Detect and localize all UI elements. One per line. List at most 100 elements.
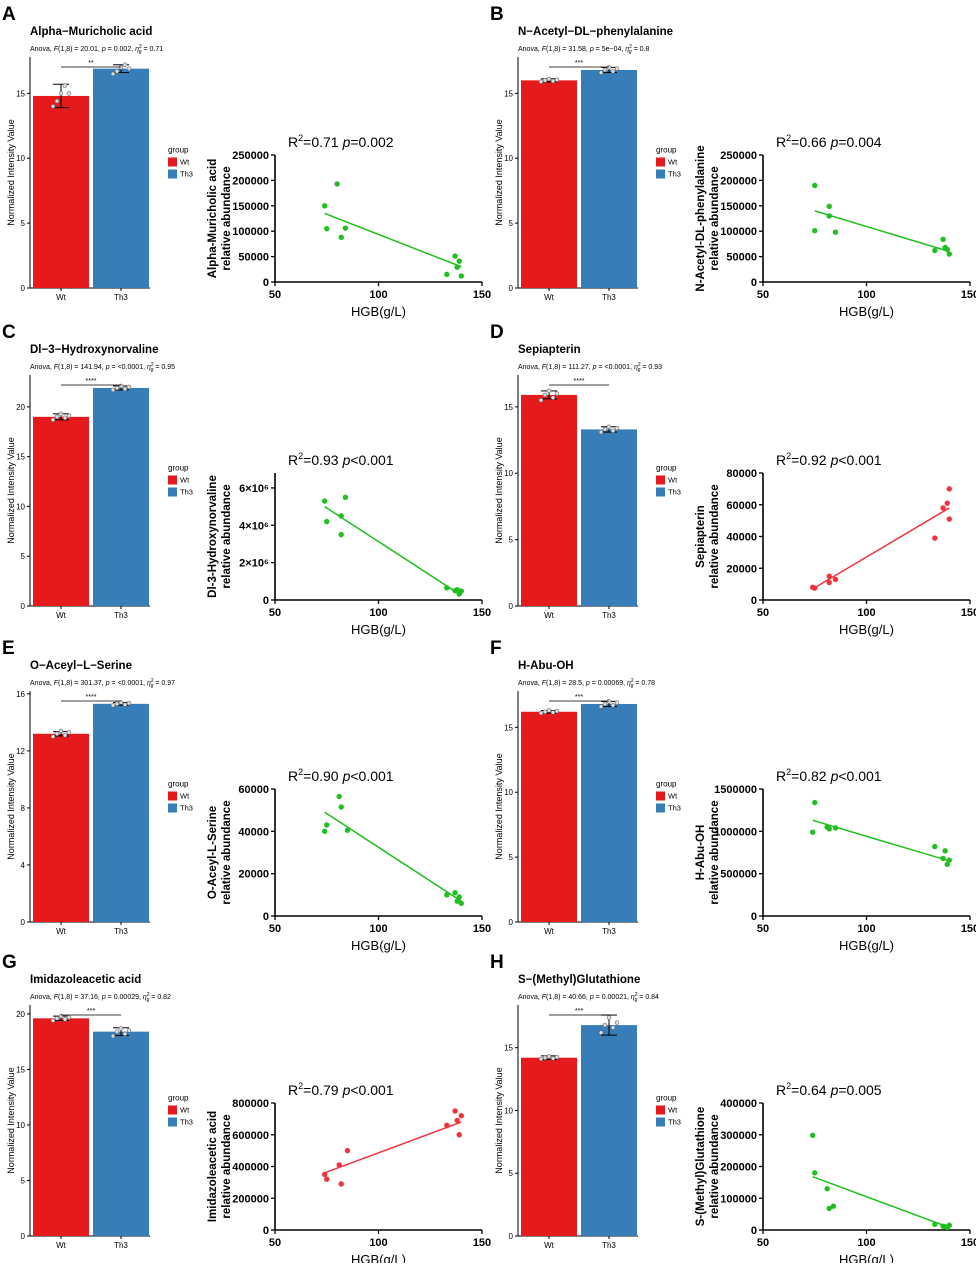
anova-eta: = 0.78 [633,680,655,687]
legend-swatch-wt [168,1105,177,1115]
bar-y-label: Normalized Intensity Value [494,437,504,543]
legend-label: Th3 [668,488,681,497]
bar-y-tick-label: 20 [16,403,25,412]
scatter-y-tick-label: 6×10⁶ [239,483,269,495]
bar-point [114,385,120,391]
anova-eta-sub: g [631,683,634,689]
legend-label: Th3 [180,488,193,497]
bar-y-tick-label: 5 [21,1176,26,1185]
bar-point [114,701,120,707]
r2-sup: 2 [298,1081,303,1091]
anova-p-sym: p [589,994,594,1001]
legend-label: Th3 [180,170,193,179]
scatter-point [321,1171,328,1178]
bar-x-tick-label: Wt [544,293,555,302]
bar-point [554,1054,560,1060]
anova-eta-sub: g [629,49,632,55]
anova-p: = 0.002, [106,46,135,53]
bar-th3 [93,1031,149,1236]
bar-point [602,427,608,432]
anova-text: Anova, F(1,8) = 40.66, p = 0.00021, η2 g … [518,992,659,1003]
bar-chart-title: H-Abu-OH [518,660,574,672]
legend-swatch-wt [656,1105,665,1115]
bar-point [58,728,64,734]
anova-post: (1,8) = 111.27, [546,364,593,371]
anova-f: F [54,46,59,53]
bar-th3 [581,429,637,606]
scatter-point [452,1108,458,1114]
scatter-y-tick-label: 250000 [232,150,269,162]
legend-label: Wt [668,1106,678,1115]
bar-point [118,1026,124,1031]
bar-y-tick-label: 15 [16,453,25,462]
anova-eta-sup: 2 [151,678,154,684]
scatter-point [336,793,342,800]
r2-value: =0.92 [791,452,827,468]
r2-sup: 2 [786,767,791,777]
scatter-point [342,494,349,500]
scatter-point [338,804,344,810]
legend-title: group [168,1094,189,1103]
bar-x-tick-label: Wt [544,611,555,620]
legend-label: Th3 [668,170,681,179]
regression-line [324,212,462,268]
anova-p: = 0.00021, [594,994,631,1001]
scatter-x-tick-label: 50 [269,923,281,935]
bar-point [602,701,608,707]
anova-eta-sym: η [631,994,635,1001]
anova-text: Anova, F(1,8) = 141.94, p = <0.0001, η2 g… [30,362,175,373]
scatter-y-tick-label: 40000 [238,826,269,838]
bar-x-tick-label: Wt [56,1241,67,1250]
bar-x-tick-label: Wt [56,611,67,620]
scatter-y-tick-label: 60000 [726,500,757,512]
panel-d: D Sepiapterin Anova, F(1,8) = 111.27, p = … [490,322,976,637]
r2-value: =0.66 [791,134,827,150]
bar-point [118,383,124,389]
regression-line [324,505,462,596]
scatter-x-tick-label: 150 [961,923,976,935]
bar-y-tick-label: 5 [509,536,514,545]
scatter-point [812,227,818,234]
scatter-point [344,827,351,833]
scatter-point [336,1162,342,1168]
scatter-y-tick-label: 100000 [720,1193,757,1205]
anova-pre: Anova, [518,364,542,371]
r2-r: R [288,768,298,784]
bar-wt [521,711,577,922]
scatter-point [940,505,946,511]
regression-line [812,507,950,590]
bar-point [126,66,132,71]
bar-point [614,1020,620,1025]
scatter-point [338,531,344,538]
scatter-y-label-2: relative abundance [221,1114,233,1218]
bar-point [110,1033,116,1039]
bar-point [606,1015,612,1020]
anova-pre: Anova, [518,680,542,687]
legend-swatch-th3 [168,169,177,179]
r2-p-sym: p [830,134,839,150]
bar-x-tick-label: Wt [56,293,67,302]
bar-x-tick-label: Wt [544,1241,555,1250]
scatter-point [321,203,328,209]
bar-point [598,429,604,435]
bar-y-tick-label: 16 [16,690,25,699]
scatter-point [458,588,464,594]
bar-chart-title: Alpha−Muricholic acid [30,26,152,38]
legend-label: Wt [668,792,678,801]
r2-annotation: R2=0.64 p=0.005 [776,1081,882,1098]
bar-point [538,397,544,403]
bar-point [114,1029,120,1034]
panel-b: B N−Acetyl−DL−phenylalanine Anova, F(1,8) … [490,4,976,319]
legend-title: group [656,780,677,789]
scatter-x-tick-label: 50 [757,289,769,301]
anova-text: Anova, F(1,8) = 20.01, p = 0.002, η2 g = … [30,44,163,55]
scatter-y-tick-label: 0 [263,1225,269,1237]
bar-point [66,1014,72,1020]
bar-th3 [581,703,637,922]
scatter-y-label-1: Dl-3-Hydroxynorvaline [207,475,219,598]
legend-label: Th3 [668,804,681,813]
legend-swatch-th3 [168,487,177,497]
bar-point [550,710,556,715]
bar-th3 [93,703,149,922]
